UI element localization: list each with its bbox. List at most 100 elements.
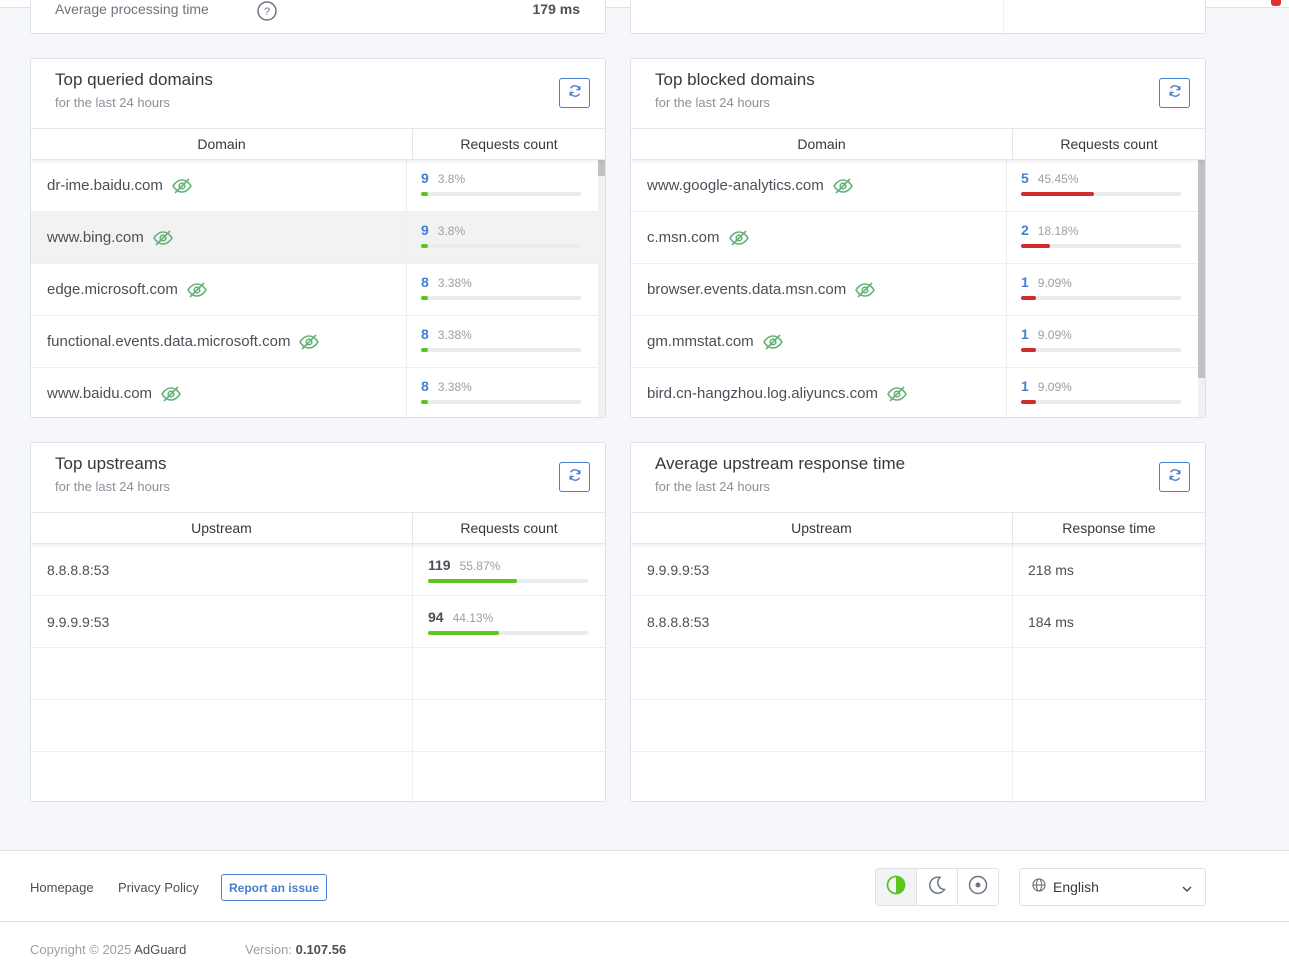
table-row [631, 752, 1205, 801]
table-row[interactable]: 9.9.9.9:53 218 ms [631, 544, 1205, 596]
scrollbar-thumb[interactable] [1198, 160, 1205, 378]
requests-cell: 8 3.38% [407, 316, 605, 367]
request-count: 9 [421, 222, 429, 238]
column-header-response-time[interactable]: Response time [1062, 520, 1156, 536]
progress-fill [428, 579, 518, 583]
requests-cell: 5 45.45% [1007, 160, 1205, 211]
column-header-upstream[interactable]: Upstream [631, 513, 1013, 543]
table-row[interactable]: 9.9.9.9:53 94 44.13% [31, 596, 605, 648]
table-row[interactable]: functional.events.data.microsoft.com 8 3.3… [31, 316, 605, 368]
requests-cell: 119 55.87% [413, 544, 605, 595]
request-count: 1 [1021, 274, 1029, 290]
progress-fill [1021, 348, 1036, 352]
domain-cell: browser.events.data.msn.com [631, 264, 1007, 315]
column-header-domain[interactable]: Domain [31, 129, 413, 159]
card-title: Top queried domains [55, 70, 213, 89]
domain-name[interactable]: functional.events.data.microsoft.com [47, 333, 291, 350]
column-header-upstream[interactable]: Upstream [31, 513, 413, 543]
table-row[interactable]: 8.8.8.8:53 184 ms [631, 596, 1205, 648]
domain-name[interactable]: www.bing.com [47, 229, 144, 246]
theme-dark-button[interactable] [917, 869, 958, 905]
table-row[interactable]: c.msn.com 2 18.18% [631, 212, 1205, 264]
eye-slash-icon[interactable] [762, 333, 784, 351]
domain-name[interactable]: www.google-analytics.com [647, 177, 824, 194]
progress-fill [1021, 296, 1036, 300]
progress-fill [428, 631, 499, 635]
progress-bar [421, 348, 581, 352]
progress-fill [1021, 192, 1094, 196]
domain-name[interactable]: gm.mmstat.com [647, 333, 754, 350]
column-header-domain[interactable]: Domain [631, 129, 1013, 159]
scrollbar-thumb[interactable] [598, 160, 605, 176]
table-row[interactable]: edge.microsoft.com 8 3.38% [31, 264, 605, 316]
progress-fill [421, 244, 429, 248]
domain-name[interactable]: c.msn.com [647, 229, 720, 246]
request-percent: 9.09% [1037, 380, 1072, 394]
contrast-icon [886, 875, 906, 900]
request-count: 8 [421, 378, 429, 394]
eye-slash-icon[interactable] [152, 229, 174, 247]
refresh-button[interactable] [1159, 462, 1190, 492]
eye-slash-icon[interactable] [886, 385, 908, 403]
report-issue-button[interactable]: Report an issue [221, 874, 328, 901]
domain-name[interactable]: edge.microsoft.com [47, 281, 178, 298]
homepage-link[interactable]: Homepage [30, 880, 94, 895]
notification-badge[interactable] [1271, 0, 1281, 6]
column-header-requests[interactable]: Requests count [1060, 136, 1158, 152]
scrollbar[interactable] [1198, 160, 1205, 417]
request-count: 2 [1021, 222, 1029, 238]
card-subtitle: for the last 24 hours [55, 95, 170, 110]
request-count: 1 [1021, 378, 1029, 394]
empty-cell [1013, 700, 1205, 751]
refresh-button[interactable] [559, 462, 590, 492]
privacy-policy-link[interactable]: Privacy Policy [118, 880, 199, 895]
version-info: Version: 0.107.56 [245, 942, 346, 957]
domain-name[interactable]: bird.cn-hangzhou.log.aliyuncs.com [647, 385, 878, 402]
domain-cell: functional.events.data.microsoft.com [31, 316, 407, 367]
help-icon[interactable]: ? [257, 1, 277, 26]
requests-cell: 8 3.38% [407, 368, 605, 417]
request-percent: 18.18% [1037, 224, 1079, 238]
eye-slash-icon[interactable] [728, 229, 750, 247]
upstream-cell: 8.8.8.8:53 [631, 596, 1013, 647]
refresh-button[interactable] [1159, 78, 1190, 108]
upstream-cell: 9.9.9.9:53 [31, 596, 413, 647]
column-header-requests[interactable]: Requests count [460, 520, 558, 536]
theme-light-button[interactable] [958, 869, 998, 905]
stat-label: Average processing time [55, 1, 209, 17]
eye-slash-icon[interactable] [832, 177, 854, 195]
table-row[interactable]: www.baidu.com 8 3.38% [31, 368, 605, 417]
request-percent: 3.38% [437, 276, 472, 290]
language-select[interactable]: English [1019, 868, 1206, 906]
table-row[interactable]: browser.events.data.msn.com 1 9.09% [631, 264, 1205, 316]
eye-slash-icon[interactable] [160, 385, 182, 403]
domain-name[interactable]: www.baidu.com [47, 385, 153, 402]
domain-name[interactable]: browser.events.data.msn.com [647, 281, 847, 298]
eye-slash-icon[interactable] [854, 281, 876, 299]
table-row[interactable]: gm.mmstat.com 1 9.09% [631, 316, 1205, 368]
refresh-icon [568, 84, 582, 103]
eye-slash-icon[interactable] [298, 333, 320, 351]
requests-cell: 1 9.09% [1007, 264, 1205, 315]
refresh-button[interactable] [559, 78, 590, 108]
progress-bar [1021, 400, 1181, 404]
request-percent: 9.09% [1037, 276, 1072, 290]
table-row[interactable]: www.bing.com 9 3.8% [31, 212, 605, 264]
request-count: 94 [428, 609, 444, 625]
request-percent: 45.45% [1037, 172, 1079, 186]
table-row[interactable]: dr-ime.baidu.com 9 3.8% [31, 160, 605, 212]
eye-slash-icon[interactable] [171, 177, 193, 195]
progress-bar [421, 192, 581, 196]
request-percent: 55.87% [459, 559, 501, 573]
eye-slash-icon[interactable] [186, 281, 208, 299]
table-row[interactable]: www.google-analytics.com 5 45.45% [631, 160, 1205, 212]
theme-auto-button[interactable] [876, 869, 917, 905]
scrollbar[interactable] [598, 160, 605, 417]
table-row[interactable]: bird.cn-hangzhou.log.aliyuncs.com 1 9.09% [631, 368, 1205, 417]
request-count: 5 [1021, 170, 1029, 186]
table-row[interactable]: 8.8.8.8:53 119 55.87% [31, 544, 605, 596]
column-header-requests[interactable]: Requests count [460, 136, 558, 152]
domain-name[interactable]: dr-ime.baidu.com [47, 177, 163, 194]
top-blocked-domains-card: Top blocked domains for the last 24 hour… [630, 58, 1206, 418]
brand-link[interactable]: AdGuard [134, 942, 187, 957]
